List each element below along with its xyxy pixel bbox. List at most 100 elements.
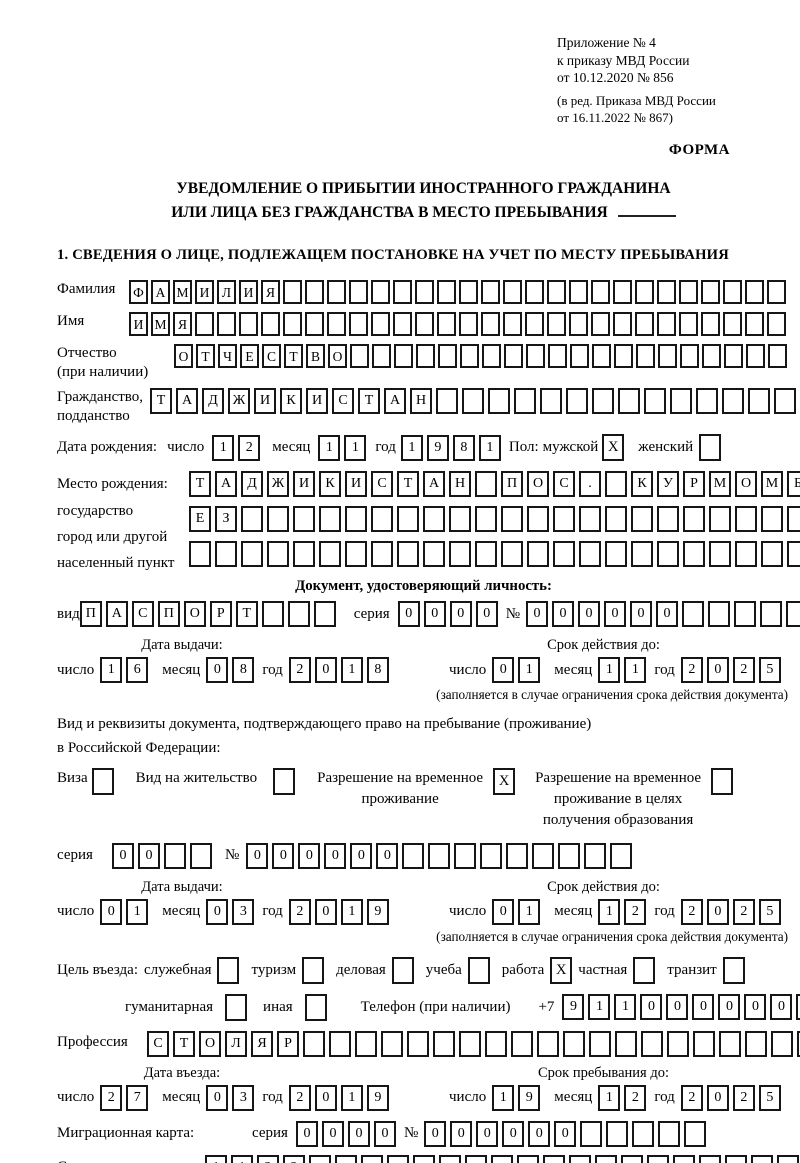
- char-cell[interactable]: Т: [358, 387, 380, 414]
- char-cell[interactable]: 3: [232, 898, 255, 925]
- char-cell[interactable]: У: [657, 471, 679, 498]
- char-cell[interactable]: [319, 541, 341, 568]
- char-cell[interactable]: [635, 280, 654, 305]
- char-cell[interactable]: .: [579, 471, 601, 498]
- char-cell[interactable]: [349, 280, 368, 305]
- char-cell[interactable]: [526, 344, 545, 369]
- char-cell[interactable]: [702, 344, 721, 369]
- char-cell[interactable]: [569, 280, 588, 305]
- char-cell[interactable]: 2: [288, 898, 311, 925]
- char-cell[interactable]: [261, 312, 280, 337]
- char-cell[interactable]: 0: [770, 994, 793, 1021]
- char-cell[interactable]: 0: [350, 842, 373, 869]
- char-cell[interactable]: [580, 1120, 603, 1147]
- char-cell[interactable]: 0: [272, 842, 295, 869]
- char-cell[interactable]: 1: [624, 657, 647, 684]
- char-cell[interactable]: Е: [240, 344, 259, 369]
- char-cell[interactable]: [397, 541, 419, 568]
- char-cell[interactable]: [553, 506, 575, 533]
- char-cell[interactable]: Т: [173, 1030, 195, 1057]
- purpose-transit-checkbox[interactable]: [722, 956, 745, 984]
- char-cell[interactable]: [503, 312, 522, 337]
- char-cell[interactable]: [614, 344, 633, 369]
- char-cell[interactable]: А: [423, 471, 445, 498]
- char-cell[interactable]: [563, 1030, 585, 1057]
- char-cell[interactable]: [439, 1154, 461, 1163]
- char-cell[interactable]: 0: [552, 601, 574, 628]
- char-cell[interactable]: 2: [680, 898, 703, 925]
- char-cell[interactable]: [428, 842, 451, 869]
- char-cell[interactable]: [658, 344, 677, 369]
- char-cell[interactable]: 0: [656, 601, 678, 628]
- char-cell[interactable]: 0: [138, 842, 160, 869]
- char-cell[interactable]: [514, 387, 536, 414]
- char-cell[interactable]: 5: [758, 898, 781, 925]
- char-cell[interactable]: [303, 1030, 325, 1057]
- char-cell[interactable]: [491, 1154, 513, 1163]
- char-cell[interactable]: 6: [126, 657, 149, 684]
- char-cell[interactable]: [423, 506, 445, 533]
- char-cell[interactable]: [525, 280, 544, 305]
- char-cell[interactable]: [402, 842, 425, 869]
- char-cell[interactable]: М: [761, 471, 783, 498]
- char-cell[interactable]: 2: [732, 898, 755, 925]
- char-cell[interactable]: [735, 506, 757, 533]
- char-cell[interactable]: 1: [318, 434, 341, 461]
- char-cell[interactable]: [345, 506, 367, 533]
- char-cell[interactable]: [709, 506, 731, 533]
- char-cell[interactable]: 8: [232, 657, 255, 684]
- char-cell[interactable]: 1: [231, 1154, 253, 1163]
- char-cell[interactable]: 1: [598, 898, 621, 925]
- char-cell[interactable]: А: [176, 387, 198, 414]
- char-cell[interactable]: [605, 541, 627, 568]
- char-cell[interactable]: 0: [206, 898, 229, 925]
- char-cell[interactable]: 2: [624, 1084, 647, 1111]
- purpose-private-checkbox[interactable]: [633, 956, 656, 984]
- char-cell[interactable]: П: [157, 601, 180, 628]
- char-cell[interactable]: [605, 471, 627, 498]
- char-cell[interactable]: [407, 1030, 429, 1057]
- char-cell[interactable]: [415, 312, 434, 337]
- char-cell[interactable]: [345, 541, 367, 568]
- purpose-study-checkbox[interactable]: [467, 956, 490, 984]
- char-cell[interactable]: [745, 1030, 767, 1057]
- char-cell[interactable]: Д: [241, 471, 263, 498]
- char-cell[interactable]: [485, 1030, 507, 1057]
- char-cell[interactable]: [667, 1030, 689, 1057]
- char-cell[interactable]: [615, 1030, 637, 1057]
- char-cell[interactable]: [459, 280, 478, 305]
- char-cell[interactable]: [679, 312, 698, 337]
- char-cell[interactable]: [774, 387, 796, 414]
- char-cell[interactable]: [267, 506, 289, 533]
- char-cell[interactable]: [636, 344, 655, 369]
- char-cell[interactable]: [501, 541, 523, 568]
- char-cell[interactable]: [190, 842, 212, 869]
- char-cell[interactable]: [592, 387, 614, 414]
- char-cell[interactable]: [239, 312, 258, 337]
- char-cell[interactable]: З: [215, 506, 237, 533]
- char-cell[interactable]: [682, 601, 704, 628]
- char-cell[interactable]: С: [262, 344, 281, 369]
- char-cell[interactable]: [722, 387, 744, 414]
- char-cell[interactable]: [387, 1154, 409, 1163]
- char-cell[interactable]: [394, 344, 413, 369]
- char-cell[interactable]: [673, 1154, 695, 1163]
- char-cell[interactable]: [540, 387, 562, 414]
- char-cell[interactable]: О: [328, 344, 347, 369]
- char-cell[interactable]: 0: [295, 1120, 318, 1147]
- purpose-humanitarian-checkbox[interactable]: [225, 993, 248, 1021]
- char-cell[interactable]: [693, 1030, 715, 1057]
- char-cell[interactable]: [631, 506, 653, 533]
- char-cell[interactable]: [684, 1120, 707, 1147]
- char-cell[interactable]: 0: [206, 657, 229, 684]
- char-cell[interactable]: [481, 280, 500, 305]
- char-cell[interactable]: С: [332, 387, 354, 414]
- char-cell[interactable]: 9: [366, 898, 389, 925]
- char-cell[interactable]: [287, 601, 310, 628]
- char-cell[interactable]: [553, 541, 575, 568]
- char-cell[interactable]: [501, 506, 523, 533]
- purpose-tourism-checkbox[interactable]: [302, 956, 325, 984]
- char-cell[interactable]: [460, 344, 479, 369]
- char-cell[interactable]: [745, 280, 764, 305]
- char-cell[interactable]: 9: [518, 1084, 541, 1111]
